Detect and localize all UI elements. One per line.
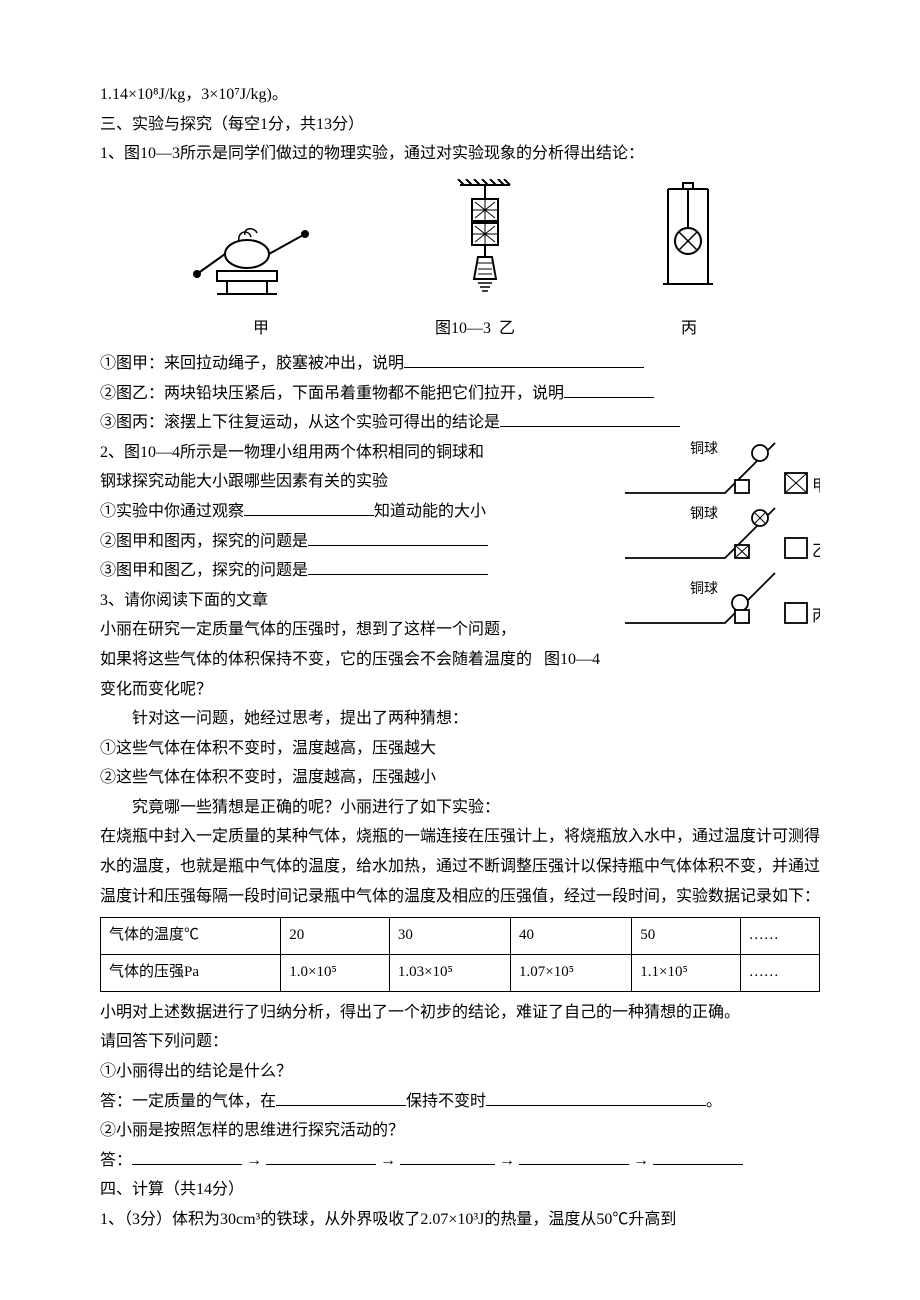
figure-jia [187,199,327,310]
section4-title: 四、计算（共14分） [100,1175,820,1205]
heading-fragment: 1.14×10⁸J/kg，3×10⁷J/kg)。 [100,80,820,110]
q2-intro2: 钢球探究动能大小跟哪些因素有关的实验 [100,467,610,497]
q3-p3: 变化而变化呢？ [100,675,820,705]
q3-g2: ②这些气体在体积不变时，温度越高，压强越小 [100,763,820,793]
caption-fignum: 图10—3 乙 [435,314,515,344]
th6: …… [740,918,819,955]
th4: 40 [511,918,632,955]
data-table: 气体的温度℃ 20 30 40 50 …… 气体的压强Pa 1.0×10⁵ 1.… [100,917,820,992]
q3-title: 3、请你阅读下面的文章 [100,586,610,616]
th2: 20 [281,918,390,955]
td6: …… [740,955,819,992]
q3-p6: 在烧瓶中封入一定质量的某种气体，烧瓶的一端连接在压强计上，将烧瓶放入水中，通过温… [100,822,820,911]
svg-text:铜球: 铜球 [690,441,718,457]
q3-p4: 针对这一问题，她经过思考，提出了两种猜想： [100,704,820,734]
q3b-a2ans: 答： → → → → [100,1146,820,1176]
svg-text:丙: 丙 [812,608,820,625]
figure-row-10-3 [100,179,820,310]
svg-text:钢球: 钢球 [690,506,718,522]
th3: 30 [389,918,510,955]
td5: 1.1×10⁵ [632,955,741,992]
q3b-a2: ②小丽是按照怎样的思维进行探究活动的？ [100,1116,820,1146]
table-row: 气体的温度℃ 20 30 40 50 …… [101,918,820,955]
q3-p5: 究竟哪一些猜想是正确的呢？小丽进行了如下实验： [100,793,820,823]
figure-yi-svg [440,179,530,299]
q1-part2: ②图乙：两块铅块压紧后，下面吊着重物都不能把它们拉开，说明 [100,379,820,409]
q3b-a1ans: 答：一定质量的气体，在保持不变时。 [100,1087,820,1117]
q2-part2: ②图甲和图丙，探究的问题是 [100,527,610,557]
q3-p2-wrap: 如果将这些气体的体积保持不变，它的压强会不会随着温度的 图10—4 [100,645,610,675]
td1: 气体的压强Pa [101,955,281,992]
q1-part1: ①图甲：来回拉动绳子，胶塞被冲出，说明 [100,349,820,379]
s4-q1: 1、（3分）体积为30cm³的铁球，从外界吸收了2.07×10³J的热量，温度从… [100,1205,820,1235]
th5: 50 [632,918,741,955]
section3-title: 三、实验与探究（每空1分，共13分） [100,110,820,140]
svg-text:乙: 乙 [812,543,820,560]
q3b-a1: ①小丽得出的结论是什么？ [100,1057,820,1087]
fig-10-4-caption: 图10—4 [544,651,600,668]
q3b-p2: 请回答下列问题： [100,1027,820,1057]
q2-part1: ①实验中你通过观察知道动能的大小 [100,497,610,527]
td3: 1.03×10⁵ [389,955,510,992]
th1: 气体的温度℃ [101,918,281,955]
figure-caption-row: 甲 图10—3 乙 丙 [100,314,820,344]
figure-bing [643,179,733,310]
q3b-p1: 小明对上述数据进行了归纳分析，得出了一个初步的结论，难证了自己的一种猜想的正确。 [100,998,820,1028]
svg-text:铜球: 铜球 [690,581,718,597]
td4: 1.07×10⁵ [511,955,632,992]
figure-yi [440,179,530,310]
q2-block: 2、图10—4所示是一物理小组用两个体积相同的铜球和 钢球探究动能大小跟哪些因素… [100,438,820,675]
figure-jia-svg [187,199,327,299]
figure-10-4-svg: 铜球 甲 钢球 乙 铜球 丙 [620,438,820,633]
q1-part3: ③图丙：滚摆上下往复运动，从这个实验可得出的结论是 [100,408,820,438]
q2-part3: ③图甲和图乙，探究的问题是 [100,556,610,586]
q1-intro: 1、图10—3所示是同学们做过的物理实验，通过对实验现象的分析得出结论： [100,139,820,169]
caption-bing: 丙 [681,314,697,344]
figure-bing-svg [643,179,733,299]
q3-p1: 小丽在研究一定质量气体的压强时，想到了这样一个问题， [100,615,610,645]
table-row: 气体的压强Pa 1.0×10⁵ 1.03×10⁵ 1.07×10⁵ 1.1×10… [101,955,820,992]
q3-g1: ①这些气体在体积不变时，温度越高，压强越大 [100,734,820,764]
svg-text:甲: 甲 [812,478,820,495]
q2-intro1: 2、图10—4所示是一物理小组用两个体积相同的铜球和 [100,438,610,468]
caption-jia: 甲 [253,314,269,344]
figure-10-4: 铜球 甲 钢球 乙 铜球 丙 [620,438,820,644]
td2: 1.0×10⁵ [281,955,390,992]
